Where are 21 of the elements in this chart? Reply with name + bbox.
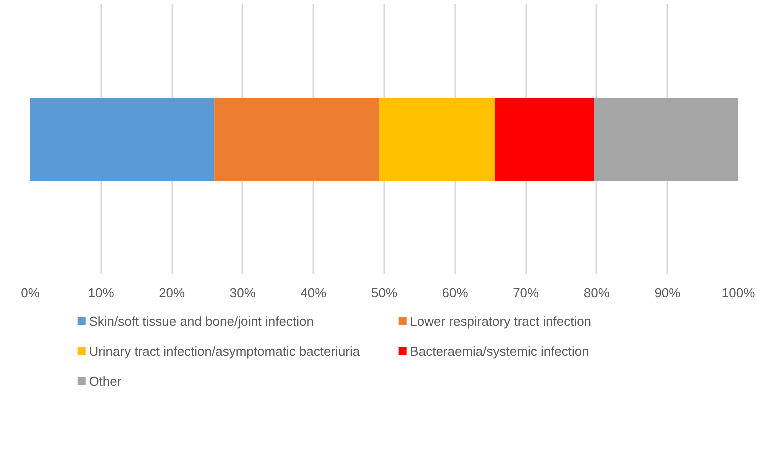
bar: [214, 98, 380, 182]
x-tick-label: 90%: [654, 286, 682, 300]
x-tick-label: 0%: [21, 286, 40, 300]
x-tick-label: 40%: [300, 286, 328, 300]
bar: [380, 98, 495, 182]
bar: [494, 98, 594, 182]
x-tick-label: 20%: [159, 286, 186, 300]
bar: [30, 98, 215, 182]
legend-label: Urinary tract infection/asymptomatic bacteriuria: [89, 344, 361, 359]
legend-label: Bacteraemia/systemic infection: [410, 344, 590, 359]
x-tick-label: 10%: [88, 286, 115, 300]
legend-label: Lower respiratory tract infection: [410, 314, 592, 329]
legend-label: Skin/soft tissue and bone/joint infection: [89, 314, 314, 329]
x-tick-label: 100%: [722, 286, 756, 300]
legend-label: Other: [89, 374, 122, 389]
x-tick-label: 70%: [513, 286, 540, 300]
x-tick-label: 80%: [584, 286, 610, 300]
x-tick-label: 30%: [230, 286, 256, 300]
x-tick-label: 60%: [442, 286, 469, 300]
x-tick-label: 50%: [371, 286, 398, 300]
bar: [594, 98, 738, 182]
